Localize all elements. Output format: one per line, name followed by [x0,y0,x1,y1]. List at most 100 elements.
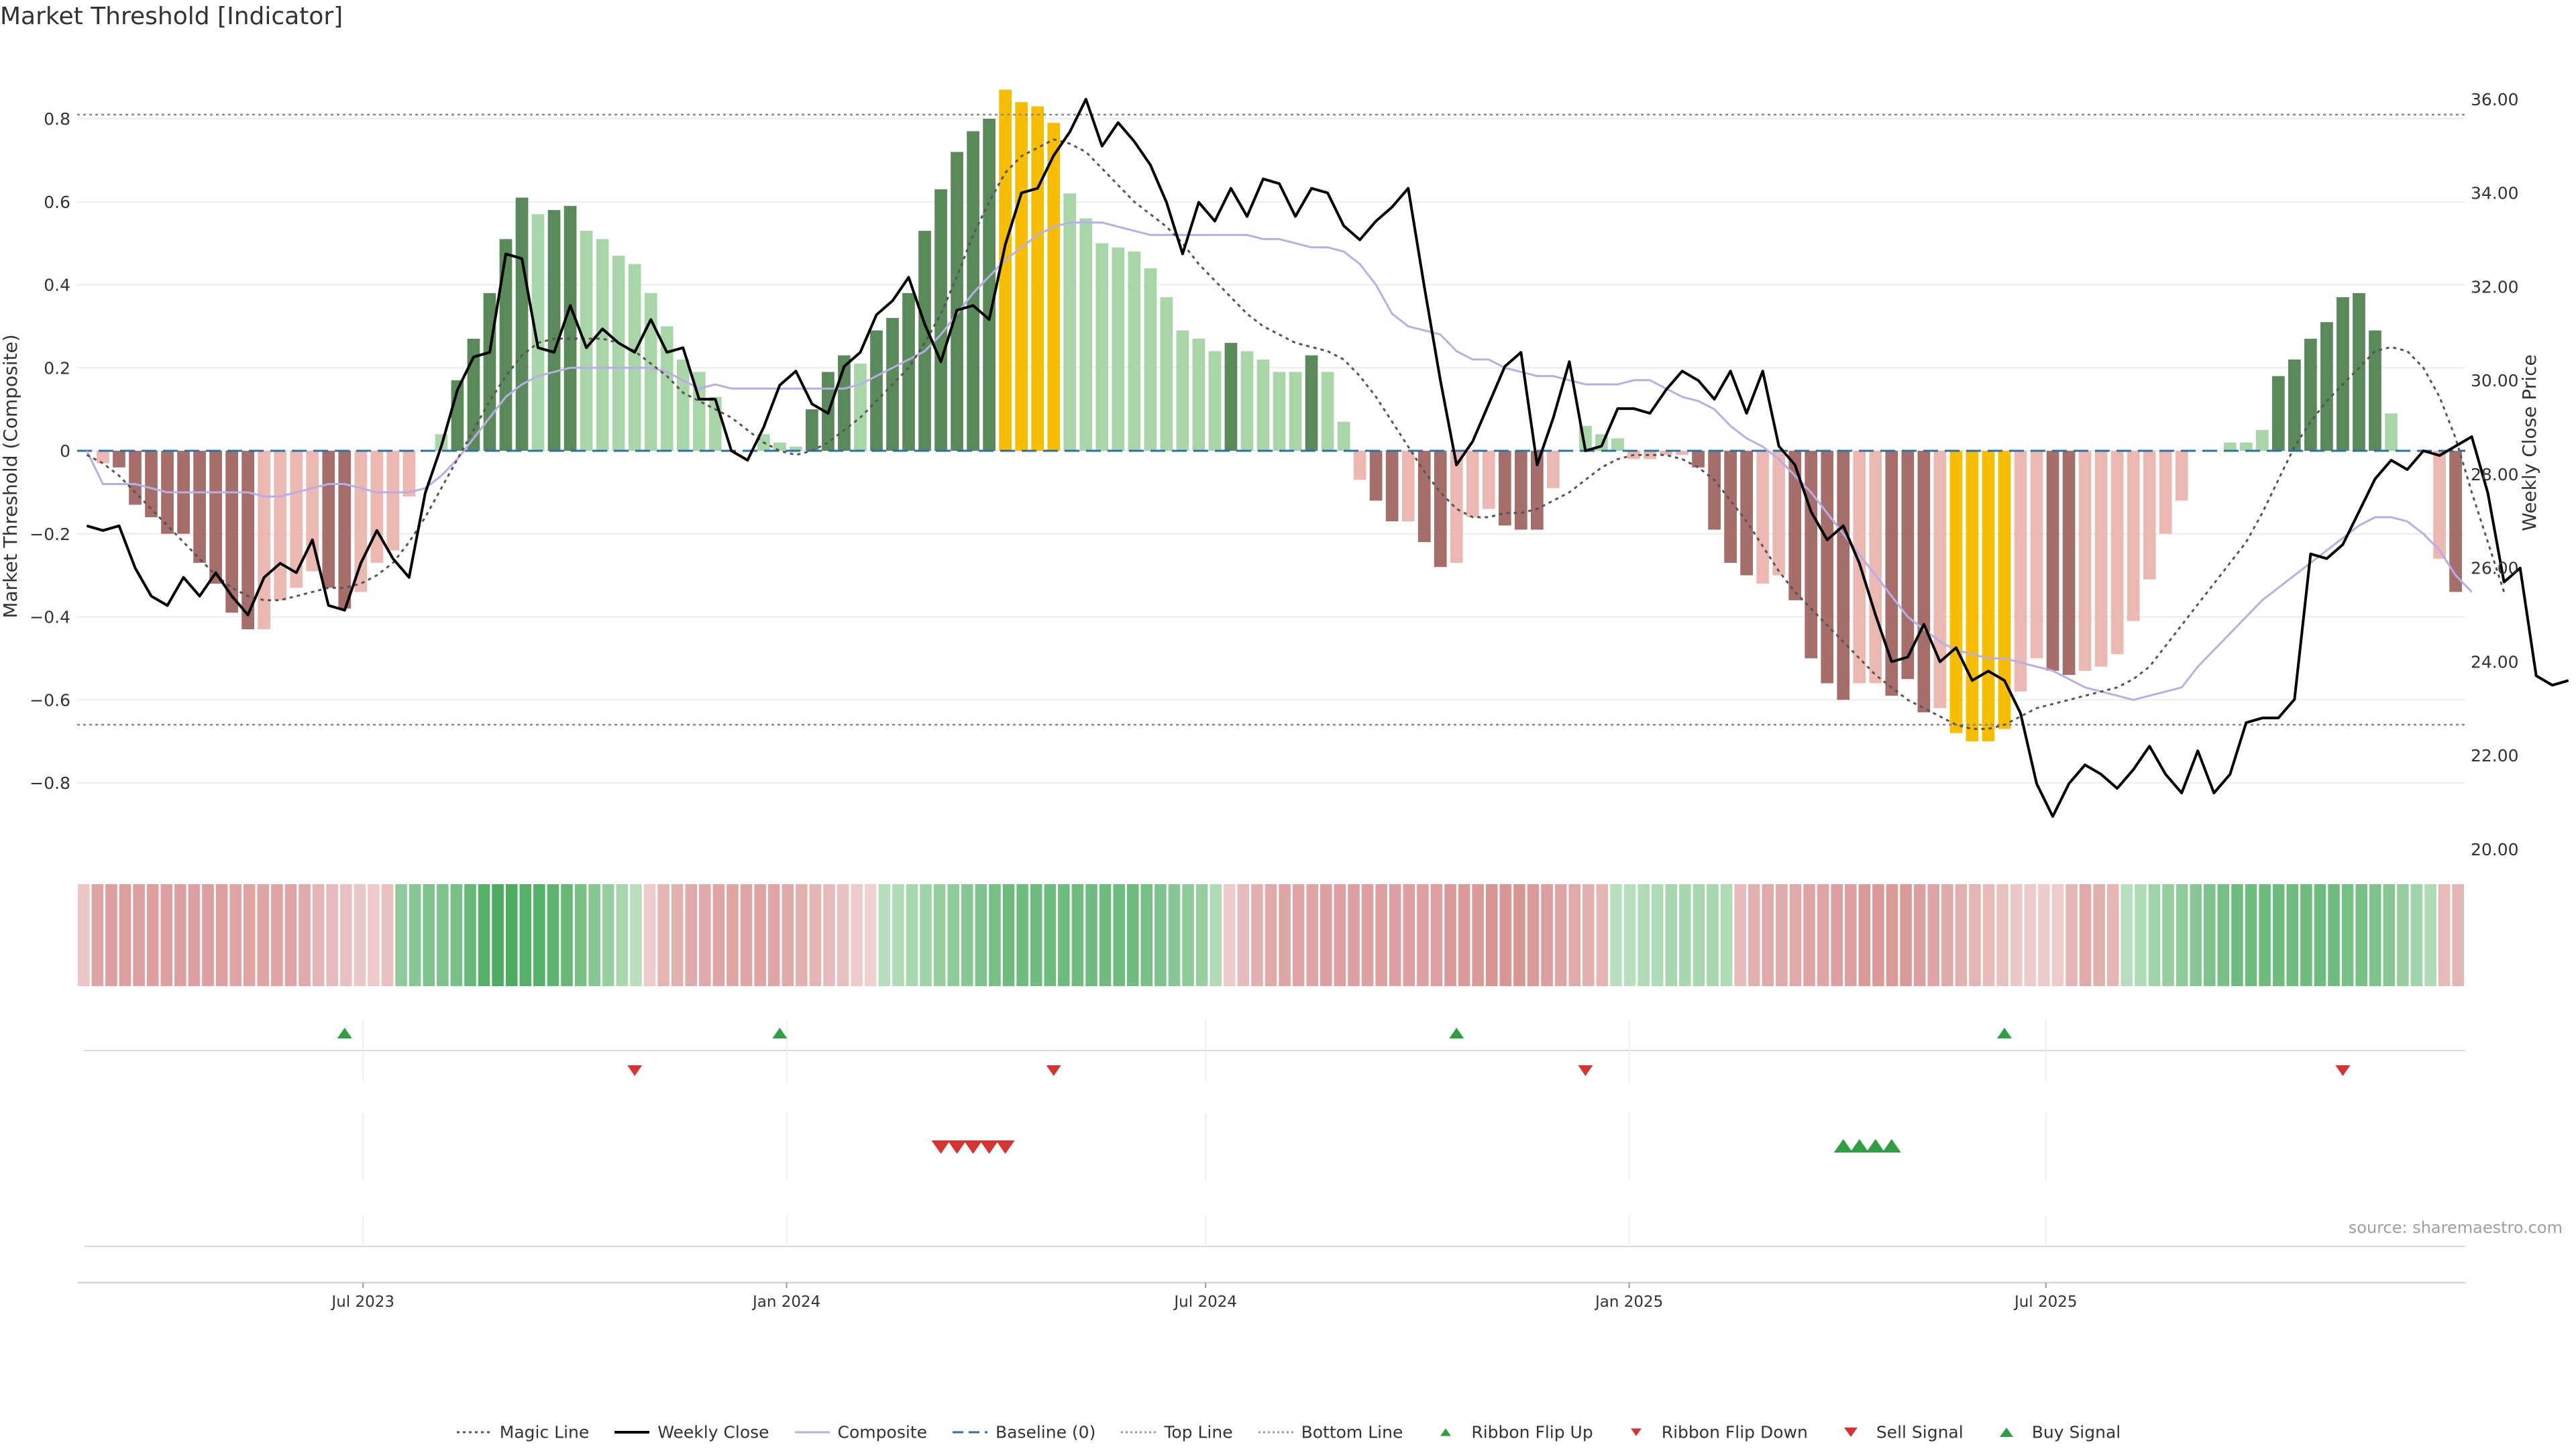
composite-bar [402,451,416,497]
ribbon-cell [2024,884,2037,986]
composite-bar [2127,451,2140,621]
composite-bar [225,451,238,613]
ribbon-cell [1941,884,1953,986]
composite-bar [2175,451,2188,501]
composite-bar [1289,372,1302,451]
ribbon-cell [105,884,117,986]
ribbon-cell [312,884,325,986]
ribbon-flip-down-marker [2335,1065,2351,1076]
composite-line [86,221,2473,701]
composite-bar [2320,322,2333,451]
composite-bar [483,292,496,451]
composite-bar [1756,451,1770,584]
legend: Magic Line Weekly Close Composite Baseline … [0,1421,2576,1442]
ribbon-cell [2162,884,2174,986]
y2-tick-label: 22.00 [2471,746,2519,765]
ribbon-cell [2397,884,2409,986]
y2-tick-label: 26.00 [2471,559,2519,578]
ribbon-cell [1707,884,1719,986]
ribbon-cell [1292,884,1305,986]
sell-signal-marker [979,1140,999,1154]
ribbon-cell [1955,884,1968,986]
buy-signal-marker [1866,1139,1885,1152]
legend-item-sell: Sell Signal [1832,1421,1964,1442]
composite-bar [1417,451,1431,543]
ribbon-cell [2452,884,2464,986]
y2-tick-label: 28.00 [2471,465,2519,484]
composite-bar [1112,247,1125,451]
ribbon-cell [796,884,808,986]
composite-bar [1031,106,1044,451]
composite-bar [1256,359,1270,451]
ribbon-cell [2300,884,2312,986]
composite-bar [1160,297,1173,451]
composite-bar [580,231,593,451]
composite-bar [2110,451,2124,655]
ribbon-cell [133,884,145,986]
composite-bar [1885,451,1898,696]
legend-swatch-buy-icon [1999,1427,2013,1437]
ribbon-cell [1969,884,1981,986]
ribbon-cell [657,884,669,986]
ribbon-cell [754,884,766,986]
legend-label: Sell Signal [1876,1422,1964,1442]
legend-label: Weekly Close [657,1422,769,1442]
composite-bar [1128,252,1141,451]
ribbon-cell [1679,884,1691,986]
ribbon-cell [1596,884,1609,986]
y-axis-label: Market Threshold (Composite) [0,334,21,618]
legend-swatch-sell-icon [1843,1427,1858,1437]
composite-bar [2143,451,2156,580]
composite-bar [370,451,384,564]
ribbon-cell [851,884,863,986]
ribbon-cell [1126,884,1139,986]
composite-bar [612,256,625,451]
x-tick-label: Jan 2025 [1594,1293,1663,1311]
ribbon-cell [2314,884,2326,986]
composite-bar [193,451,206,564]
ribbon-cell [2051,884,2064,986]
composite-bar [1837,451,1850,700]
ribbon-cell [1693,884,1705,986]
composite-bar [2304,338,2317,451]
composite-bar [145,451,158,517]
ribbon-cell [1858,884,1871,986]
ribbon-cell [1748,884,1760,986]
ribbon-cell [299,884,311,986]
ribbon-cell [1195,884,1208,986]
ribbon-cell [271,884,283,986]
composite-bar [1482,451,1495,509]
x-tick-label: Jul 2023 [330,1293,394,1311]
chart-title: Market Threshold [Indicator] [0,3,343,30]
composite-bar [1660,451,1672,455]
ribbon-cell [1403,884,1415,986]
legend-swatch-flipdown-icon [1630,1428,1642,1436]
composite-bar [1321,372,1334,451]
composite-bar [1401,451,1415,522]
ribbon-cell [989,884,1001,986]
composite-bar [1337,421,1350,451]
ribbon-cell [339,884,352,986]
composite-bar [531,214,545,451]
ribbon-cell [492,884,504,986]
composite-bar [1966,451,1979,742]
composite-bar [1095,243,1109,451]
ribbon-cell [767,884,780,986]
composite-bar [2353,292,2365,451]
composite-bar [515,197,529,451]
composite-bar [274,451,287,600]
x-tick-label: Jul 2024 [1173,1293,1237,1311]
ribbon-cell [699,884,711,986]
ribbon-cell [395,884,407,986]
ribbon-flip-layer [84,1020,2465,1081]
ribbon-cell [1058,884,1070,986]
legend-item-baseline: Baseline (0) [951,1421,1095,1442]
composite-bar [789,446,802,451]
ribbon-cell [354,884,366,986]
ribbon-cell [1099,884,1112,986]
composite-bar [306,451,319,572]
y2-tick-label: 32.00 [2471,277,2519,297]
composite-bar [2223,442,2237,451]
ribbon-cell [643,884,656,986]
